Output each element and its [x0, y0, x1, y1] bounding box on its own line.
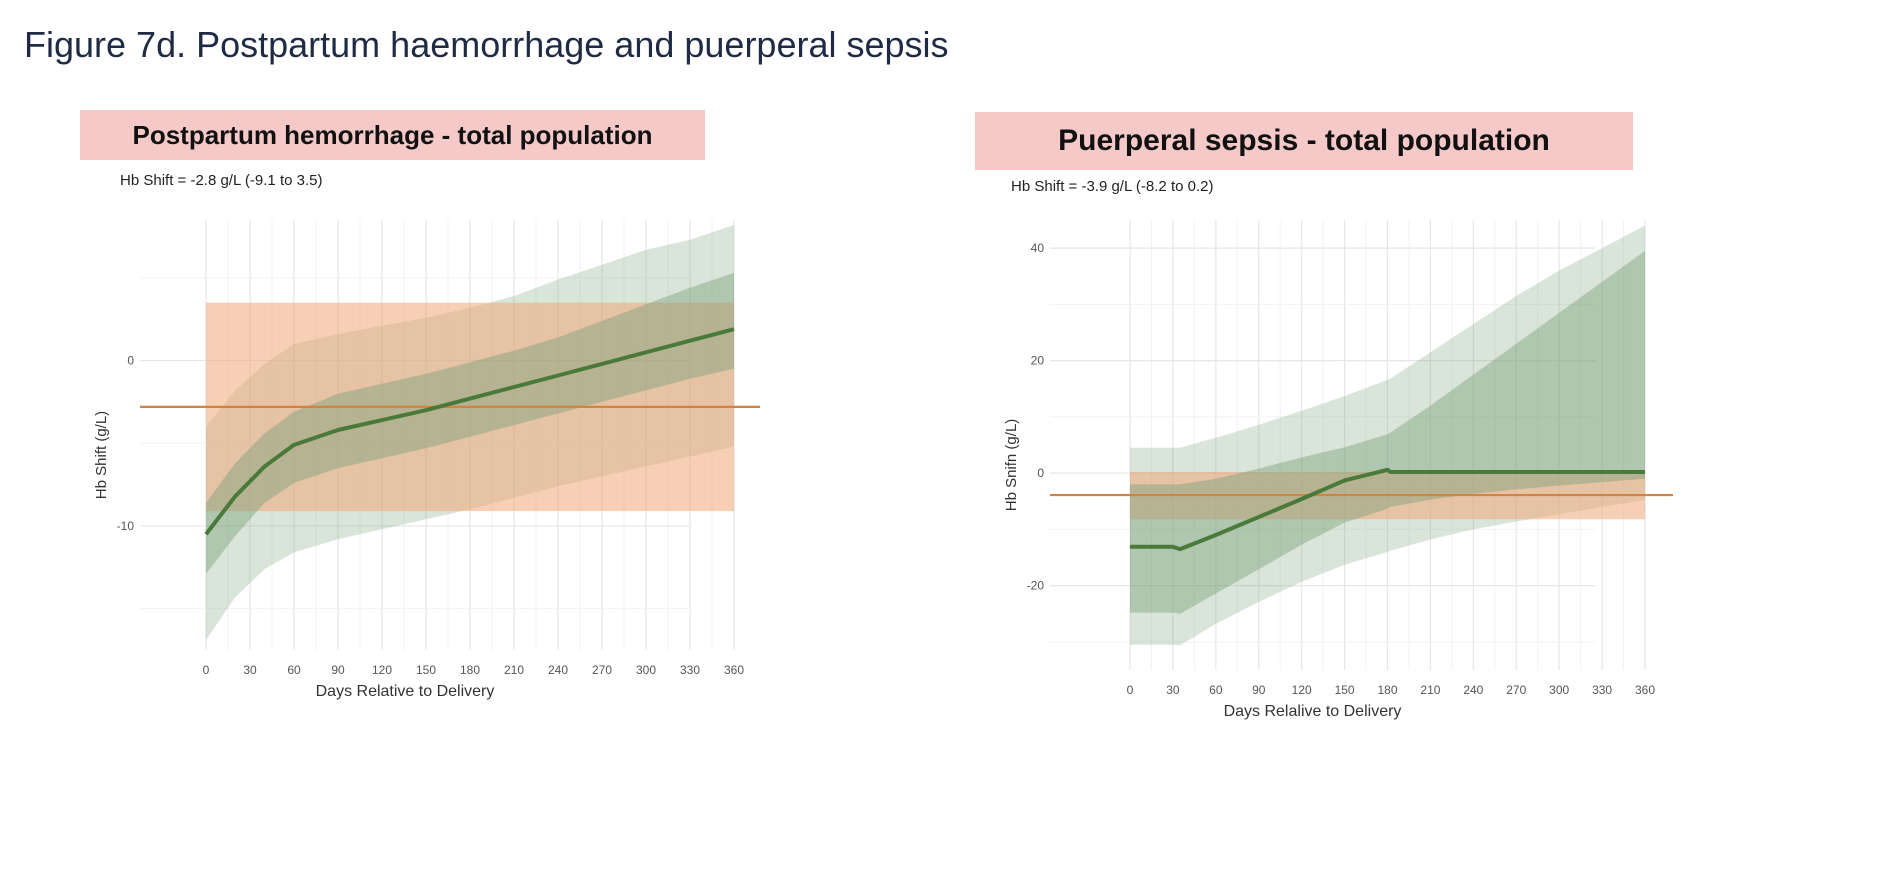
x-tick-label: 120: [372, 663, 392, 677]
x-tick-label: 0: [1127, 683, 1134, 697]
y-tick-label: 0: [127, 354, 134, 368]
x-tick-label: 150: [1335, 683, 1355, 697]
x-tick-label: 330: [1592, 683, 1612, 697]
y-axis-label: Hb Shift (g/L): [93, 411, 110, 499]
x-tick-label: 270: [592, 663, 612, 677]
x-tick-label: 180: [460, 663, 480, 677]
x-tick-label: 30: [1166, 683, 1180, 697]
x-tick-label: 360: [724, 663, 744, 677]
y-tick-label: -20: [1027, 579, 1045, 593]
x-tick-label: 210: [504, 663, 524, 677]
x-tick-label: 60: [287, 663, 301, 677]
chart-puerperal-sepsis: 0 30 60 90 120 150 180 210 240 270 300 330 360 -20 0 20…: [1003, 220, 1673, 720]
x-tick-label: 150: [416, 663, 436, 677]
ci80-band: [206, 272, 734, 574]
ci95-band: [1130, 225, 1645, 646]
x-tick-label: 330: [680, 663, 700, 677]
x-tick-label: 30: [243, 663, 257, 677]
x-tick-label: 90: [331, 663, 345, 677]
x-tick-label: 300: [636, 663, 656, 677]
y-tick-label: -10: [117, 519, 135, 533]
x-tick-label: 180: [1377, 683, 1397, 697]
chart-title: Postpartum hemorrhage - total population: [80, 110, 705, 160]
panel-postpartum-hemorrhage: Postpartum hemorrhage - total population…: [80, 110, 860, 860]
x-axis-label: Days Relalive to Delivery: [1224, 703, 1402, 720]
panel-puerperal-sepsis: Puerperal sepsis - total population Hb S…: [975, 112, 1795, 860]
figure-title: Figure 7d. Postpartum haemorrhage and pu…: [24, 24, 949, 65]
x-tick-label: 0: [203, 663, 210, 677]
trajectory-line: [204, 327, 735, 536]
x-tick-label: 300: [1549, 683, 1569, 697]
x-tick-label: 120: [1292, 683, 1312, 697]
x-tick-label: 240: [548, 663, 568, 677]
chart-subtitle: Hb Shift = -3.9 g/L (-8.2 to 0.2): [1011, 178, 1214, 195]
y-tick-label: 0: [1037, 466, 1044, 480]
grid: [1050, 220, 1646, 670]
y-tick-label: 20: [1031, 354, 1045, 368]
chart-postpartum-hemorrhage: 0 30 60 90 120 150 180 210 240 270 300 330 360 -10 0 Da…: [93, 220, 760, 700]
x-tick-label: 240: [1463, 683, 1483, 697]
chart-subtitle: Hb Shift = -2.8 g/L (-9.1 to 3.5): [120, 172, 323, 189]
x-tick-label: 60: [1209, 683, 1223, 697]
ci80-band: [1130, 250, 1645, 614]
y-axis-label: Hb Snifn (g/L): [1003, 419, 1020, 512]
x-axis-label: Days Relative to Delivery: [316, 683, 495, 700]
x-tick-label: 90: [1252, 683, 1266, 697]
x-tick-label: 270: [1506, 683, 1526, 697]
x-tick-label: 210: [1420, 683, 1440, 697]
x-tick-label: 360: [1635, 683, 1655, 697]
chart-title: Puerperal sepsis - total population: [975, 112, 1633, 170]
y-tick-label: 40: [1031, 241, 1045, 255]
trajectory-line: [1130, 467, 1645, 552]
